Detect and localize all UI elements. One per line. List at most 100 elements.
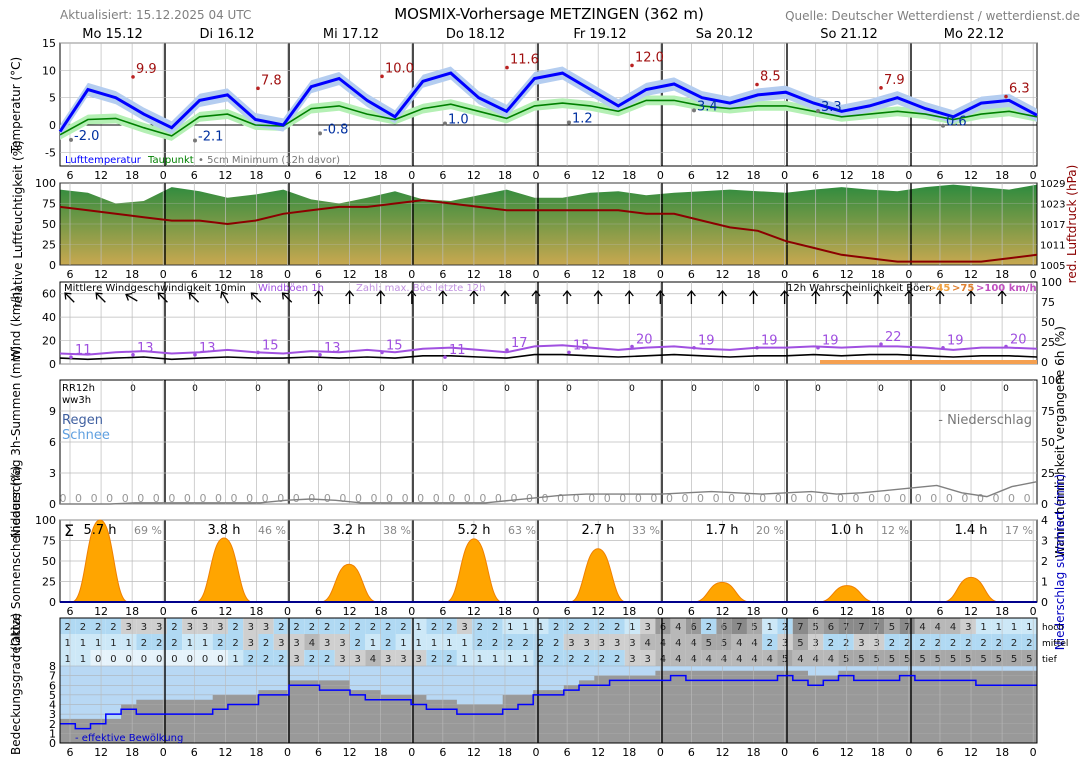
hour-tick-label: 0 [1030, 605, 1037, 618]
y-tick-label: 100 [35, 177, 56, 190]
cloud-cell [869, 618, 885, 634]
wind-arrow [780, 289, 790, 304]
cloud-value: 3 [583, 638, 589, 649]
cloud-cell [426, 618, 442, 634]
cloud-cell [304, 634, 320, 650]
sunshine-percent: 20 % [756, 524, 784, 537]
arrow-head [188, 292, 196, 300]
precip-3h-value: 0 [650, 492, 657, 505]
arrow-head [531, 289, 541, 297]
cloud-value: 3 [217, 622, 223, 633]
hour-tick-label: 12 [715, 605, 729, 618]
arrow-head [935, 289, 945, 297]
cloud-value: 2 [141, 638, 147, 649]
hour-tick-label: 18 [125, 605, 139, 618]
cloud-cell [517, 634, 534, 650]
cloud-cell [914, 650, 931, 666]
cloud-cell [914, 618, 931, 634]
hour-tick-label: 0 [905, 746, 912, 759]
y2-axis-label: Niederschlag summiert (mm) [1053, 474, 1067, 650]
cloud-cell [258, 650, 274, 666]
precip-3h-value: 0 [464, 492, 471, 505]
cloud-cell [884, 634, 900, 650]
y-tick-label: 75 [42, 535, 56, 548]
total-cloud-area [60, 670, 1037, 743]
wind-arrow [904, 289, 914, 304]
wind-arrow [873, 289, 883, 304]
cloud-cell [869, 650, 885, 666]
cloud-cell [960, 618, 976, 634]
arrow-head [281, 292, 289, 300]
cloud-value: 2 [767, 638, 773, 649]
cloud-value: 2 [1011, 638, 1017, 649]
precip-3h-value: 0 [697, 492, 704, 505]
cloud-value: 4 [309, 638, 315, 649]
cloud-cell [121, 618, 137, 634]
max-marker [380, 74, 384, 79]
cloud-value: 2 [583, 622, 589, 633]
cloud-cell [945, 650, 961, 666]
precip-3h-value: 0 [75, 492, 82, 505]
cloud-value: 2 [248, 654, 254, 665]
wind-arrow [842, 289, 852, 304]
cloud-cell [975, 650, 992, 666]
y-tick-label: 0 [49, 358, 56, 371]
cloud-cell [243, 634, 259, 650]
hour-tick-label: 18 [498, 169, 512, 182]
cloud-cell [60, 650, 76, 666]
hour-tick-label: 0 [1030, 746, 1037, 759]
cloud-value: 5 [980, 654, 986, 665]
min-label: 3.3 [821, 100, 842, 115]
gust-max-label: 22 [885, 330, 902, 345]
cloud-value: 5 [721, 638, 727, 649]
hour-tick-label: 18 [249, 746, 263, 759]
cloud-value: 7 [736, 622, 742, 633]
hour-tick-label: 18 [995, 169, 1009, 182]
cloud-cell [960, 650, 976, 666]
precip-3h-value: 0 [946, 492, 953, 505]
sunshine-hours: 1.7 h [705, 523, 738, 538]
y-axis-label: Bedeckungsgrad (Okta) [9, 613, 23, 755]
cloud-value: 1 [522, 654, 528, 665]
hour-tick-label: 0 [408, 268, 415, 281]
cloud-value: 2 [278, 654, 284, 665]
max-marker [505, 65, 509, 70]
arrow-head [593, 289, 603, 297]
cloud-legend: - effektive Bewölkung [75, 733, 183, 744]
cloud-value: 4 [828, 654, 834, 665]
cloud-value: 1 [477, 654, 483, 665]
cloud-value: 0 [217, 654, 223, 665]
precip-legend: - Niederschlag [938, 413, 1032, 428]
hour-tick-label: 18 [249, 605, 263, 618]
hour-tick-label: 6 [936, 169, 943, 182]
cloud-cell [319, 650, 335, 666]
cloud-value: 4 [690, 654, 696, 665]
cloud-cell [746, 634, 763, 650]
hour-tick-label: 18 [125, 169, 139, 182]
gust-marker [131, 352, 135, 357]
hour-tick-label: 18 [871, 605, 885, 618]
cloud-value: 1 [522, 622, 528, 633]
cloud-row-label: hoch [1042, 623, 1064, 633]
wind-arrow [314, 289, 324, 304]
hour-tick-label: 6 [67, 605, 74, 618]
cloud-cell [502, 634, 518, 650]
precip-3h-value: 0 [339, 492, 346, 505]
y-axis-label: relative Luftfeuchtigkeit (%) [11, 140, 25, 307]
cloud-cell [182, 634, 198, 650]
precip-3h-value: 0 [355, 492, 362, 505]
y-tick-label: 40 [42, 311, 56, 324]
cloud-value: 2 [477, 638, 483, 649]
day-label: So 21.12 [820, 27, 878, 42]
cloud-value: 3 [339, 638, 345, 649]
cloud-value: 3 [248, 638, 254, 649]
rr12-value: 0 [1003, 384, 1009, 394]
cloud-cell [288, 634, 305, 650]
cloud-value: 5 [706, 638, 712, 649]
y2-tick-label: 1011 [1040, 241, 1065, 252]
cloud-value: 2 [568, 654, 574, 665]
cloud-value: 3 [599, 638, 605, 649]
cloud-cell [579, 634, 595, 650]
arrow-head [780, 289, 790, 297]
y2-tick-label: 1023 [1040, 200, 1065, 211]
